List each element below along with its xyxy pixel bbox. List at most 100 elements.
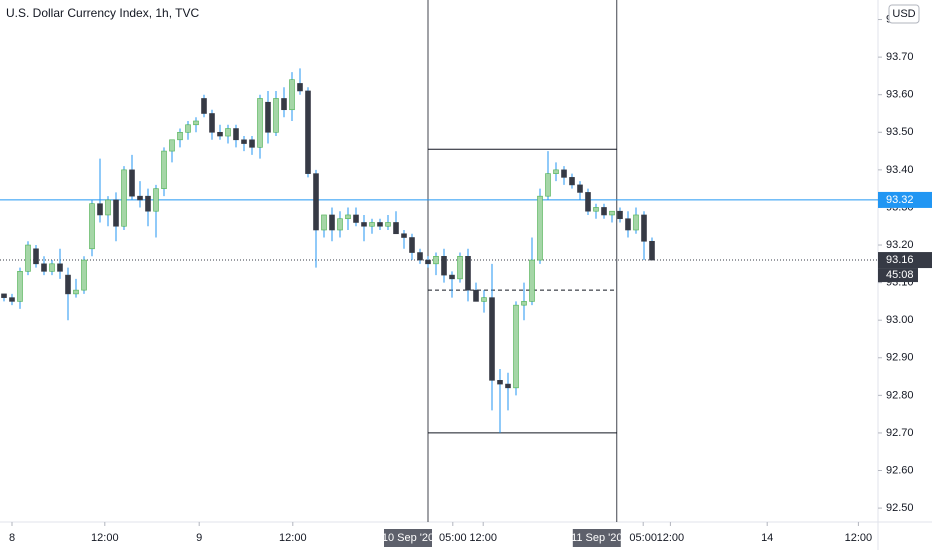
candle-body [89,203,95,250]
candle-body [433,256,439,265]
price-label: 93.32 [886,194,914,206]
candle-body [617,210,623,220]
candle-body [377,222,383,227]
candle-body [169,139,175,152]
y-tick-label: 93.40 [886,164,914,176]
candle-body [257,98,263,148]
countdown-box [878,268,918,283]
candle-body [49,263,55,272]
x-tick-label: 12:00 [845,532,873,544]
candle-body [97,203,103,216]
candle-body [441,256,447,276]
candle-body [449,274,455,280]
candle-body [393,222,399,235]
x-tick-label: 8 [9,532,15,544]
candle-body [633,214,639,231]
candle-body [129,169,135,197]
candle-body [225,128,231,137]
candle-body [177,131,183,141]
x-tick-label: 12:00 [657,532,685,544]
candle-body [537,195,543,261]
price-label: 93.16 [886,254,914,266]
candle-body [481,297,487,302]
y-tick-label: 93.50 [886,126,914,138]
candle-body [193,120,199,126]
countdown: 45:08 [886,269,914,281]
candle-body [569,177,575,186]
chart-title: U.S. Dollar Currency Index, 1h, TVC [6,6,200,20]
candle-body [265,101,271,133]
candle-body [577,184,583,193]
candle-body [409,237,415,253]
candle-body [457,256,463,280]
candle-body [145,195,151,212]
candle-body [33,248,39,265]
x-tick-label: 12:00 [91,532,119,544]
date-marker-label: 10 Sep '20 [382,532,434,544]
candle-body [249,139,255,148]
candle-body [137,195,143,201]
candle-body [121,169,127,227]
candle-body [337,218,343,231]
x-tick-label: 05:00 [439,532,467,544]
x-tick-label: 12:00 [469,532,497,544]
x-tick-label: 12:00 [279,532,307,544]
candle-body [153,188,159,212]
candle-body [25,244,31,272]
x-tick-label: 14 [761,532,773,544]
candle-body [601,207,607,216]
y-tick-label: 93.00 [886,314,914,326]
candle-body [1,293,7,298]
candle-body [497,380,503,385]
candle-body [473,289,479,302]
currency: USD [892,8,915,20]
candle-body [17,271,23,302]
date-marker-box [384,529,432,547]
x-tick-label: 9 [196,532,202,544]
candle-body [209,113,215,133]
x-tick-label: 05:00 [629,532,657,544]
candle-body [609,210,615,216]
candle-body [361,222,367,227]
candle-body [113,199,119,227]
candle-body [513,304,519,389]
candle-body [321,214,327,231]
candle-body [305,90,311,174]
candle-body [529,259,535,302]
candle-body [233,128,239,141]
candle-body [401,233,407,238]
y-tick-label: 93.20 [886,239,914,251]
candle-body [41,263,47,272]
candle-body [465,256,471,291]
date-marker-box [572,529,621,547]
candle-body [273,98,279,133]
y-tick-label: 92.60 [886,464,914,476]
candle-body [561,169,567,178]
y-tick-label: 92.70 [886,427,914,439]
candle-body [73,289,79,295]
y-tick-label: 93.70 [886,51,914,63]
candle-body [161,150,167,189]
candle-body [241,139,247,144]
candle-body [9,297,15,302]
y-tick-label: 92.50 [886,502,914,514]
candle-body [105,199,111,216]
candle-body [281,98,287,111]
candle-body [641,214,647,242]
candle-body [329,214,335,231]
candle-body [521,301,527,306]
currency-box [888,4,920,24]
candle-body [505,383,511,389]
candle-body [345,214,351,220]
candle-body [553,169,559,174]
y-tick-label: 92.90 [886,352,914,364]
candle-body [217,131,223,137]
candle-body [353,214,359,223]
candle-body [489,297,495,381]
candle-body [593,207,599,212]
candle-body [201,98,207,114]
date-marker-label: 11 Sep '20 [571,532,622,544]
y-tick-label: 92.80 [886,389,914,401]
candle-body [545,173,551,197]
